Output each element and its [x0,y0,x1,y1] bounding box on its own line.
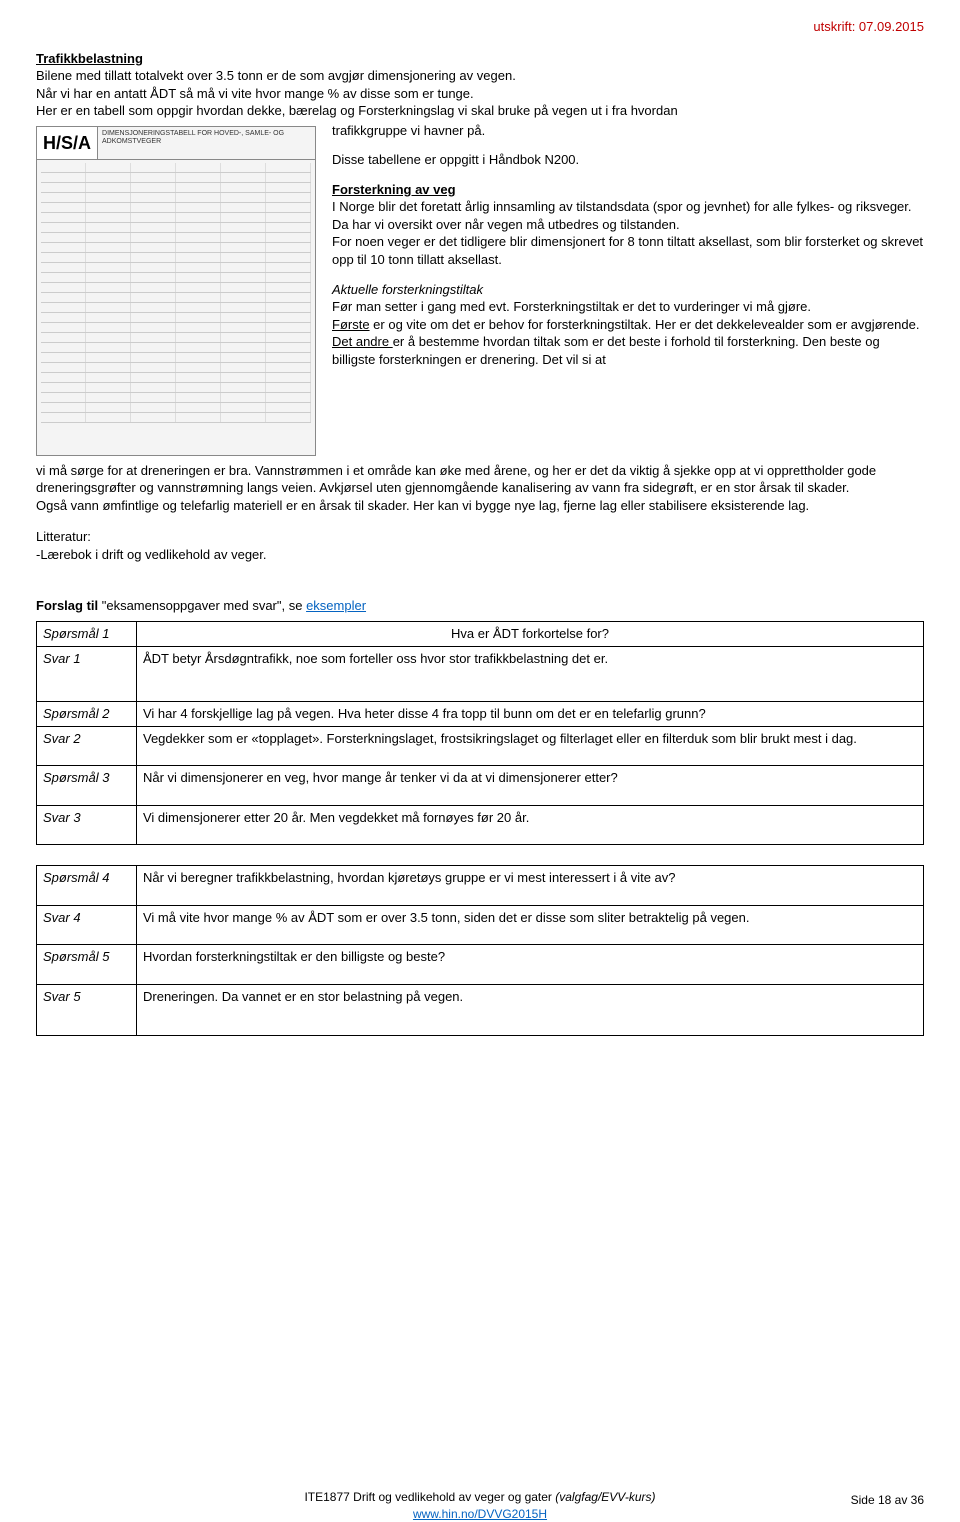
qa-table-1: Spørsmål 1 Hva er ÅDT forkortelse for? S… [36,621,924,845]
q-text: Når vi dimensjonerer en veg, hvor mange … [137,766,924,806]
a-text: Vegdekker som er «topplaget». Forsterkni… [137,726,924,766]
q-label: Spørsmål 4 [37,866,137,906]
page-footer: ITE1877 Drift og vedlikehold av veger og… [36,1489,924,1508]
table-row: Spørsmål 5 Hvordan forsterkningstiltak e… [37,945,924,985]
intro-line-3a: Her er en tabell som oppgir hvordan dekk… [36,102,924,120]
andre-label: Det andre [332,334,393,349]
forslag-line: Forslag til "eksamensoppgaver med svar",… [36,597,924,615]
hsa-title: DIMENSJONERINGSTABELL FOR HOVED-, SAMLE-… [98,127,315,159]
table-row: Svar 4 Vi må vite hvor mange % av ÅDT so… [37,905,924,945]
hsa-header: H/S/A DIMENSJONERINGSTABELL FOR HOVED-, … [37,127,315,160]
forsterkning-p3: Før man setter i gang med evt. Forsterkn… [332,299,811,314]
hsa-table-thumbnail: H/S/A DIMENSJONERINGSTABELL FOR HOVED-, … [36,126,316,456]
forste-label: Første [332,317,370,332]
a-label: Svar 4 [37,905,137,945]
table-row: Svar 1 ÅDT betyr Årsdøgntrafikk, noe som… [37,646,924,702]
footer-url-link[interactable]: www.hin.no/DVVG2015H [413,1507,547,1521]
forste-text: er og vite om det er behov for forsterkn… [370,317,920,332]
table-row: Spørsmål 1 Hva er ÅDT forkortelse for? [37,622,924,647]
litteratur-label: Litteratur: [36,528,924,546]
a-text: Dreneringen. Da vannet er en stor belast… [137,984,924,1036]
hsa-code: H/S/A [37,127,98,159]
table-row: Spørsmål 2 Vi har 4 forskjellige lag på … [37,702,924,727]
q-label: Spørsmål 5 [37,945,137,985]
wrap-row: H/S/A DIMENSJONERINGSTABELL FOR HOVED-, … [36,122,924,369]
a-label: Svar 1 [37,646,137,702]
aktuelle-subheading: Aktuelle forsterkningstiltak [332,282,483,297]
forslag-quoted: "eksamensoppgaver med svar", se [98,598,306,613]
a-text: Vi må vite hvor mange % av ÅDT som er ov… [137,905,924,945]
q-text: Vi har 4 forskjellige lag på vegen. Hva … [137,702,924,727]
qa-table-2: Spørsmål 4 Når vi beregner trafikkbelast… [36,865,924,1036]
forsterkning-p2: For noen veger er det tidligere blir dim… [332,234,923,267]
q-label: Spørsmål 2 [37,702,137,727]
a-label: Svar 2 [37,726,137,766]
intro-block: Trafikkbelastning Bilene med tillatt tot… [36,50,924,120]
andre-text: er å bestemme hvordan tiltak som er det … [332,334,880,367]
table-row: Spørsmål 4 Når vi beregner trafikkbelast… [37,866,924,906]
cont-p1: vi må sørge for at dreneringen er bra. V… [36,462,924,497]
a-label: Svar 3 [37,805,137,845]
a-label: Svar 5 [37,984,137,1036]
print-date: utskrift: 07.09.2015 [36,18,924,36]
forslag-prefix: Forslag til [36,598,98,613]
table-row: Svar 5 Dreneringen. Da vannet er en stor… [37,984,924,1036]
litteratur-item: -Lærebok i drift og vedlikehold av veger… [36,546,924,564]
intro-line-1: Bilene med tillatt totalvekt over 3.5 to… [36,67,924,85]
table-row: Svar 2 Vegdekker som er «topplaget». For… [37,726,924,766]
hsa-mini-grid [37,160,315,426]
a-text: ÅDT betyr Årsdøgntrafikk, noe som fortel… [137,646,924,702]
q-text: Når vi beregner trafikkbelastning, hvord… [137,866,924,906]
q-label: Spørsmål 3 [37,766,137,806]
table-row: Svar 3 Vi dimensjonerer etter 20 år. Men… [37,805,924,845]
page: utskrift: 07.09.2015 Trafikkbelastning B… [0,0,960,1522]
intro-line-2: Når vi har en antatt ÅDT så må vi vite h… [36,85,924,103]
footer-course-suffix: (valgfag/EVV-kurs) [555,1490,655,1504]
table-row: Spørsmål 3 Når vi dimensjonerer en veg, … [37,766,924,806]
continuation: vi må sørge for at dreneringen er bra. V… [36,462,924,515]
litteratur-block: Litteratur: -Lærebok i drift og vedlikeh… [36,528,924,563]
q-text: Hva er ÅDT forkortelse for? [137,622,924,647]
footer-course: ITE1877 Drift og vedlikehold av veger og… [304,1490,555,1504]
forsterkning-p1: I Norge blir det foretatt årlig innsamli… [332,199,912,232]
q-text: Hvordan forsterkningstiltak er den billi… [137,945,924,985]
traffic-heading: Trafikkbelastning [36,51,143,66]
a-text: Vi dimensjonerer etter 20 år. Men vegdek… [137,805,924,845]
eksempler-link[interactable]: eksempler [306,598,366,613]
q-label: Spørsmål 1 [37,622,137,647]
cont-p2: Også vann ømfintlige og telefarlig mater… [36,497,924,515]
forsterkning-heading: Forsterkning av veg [332,182,456,197]
